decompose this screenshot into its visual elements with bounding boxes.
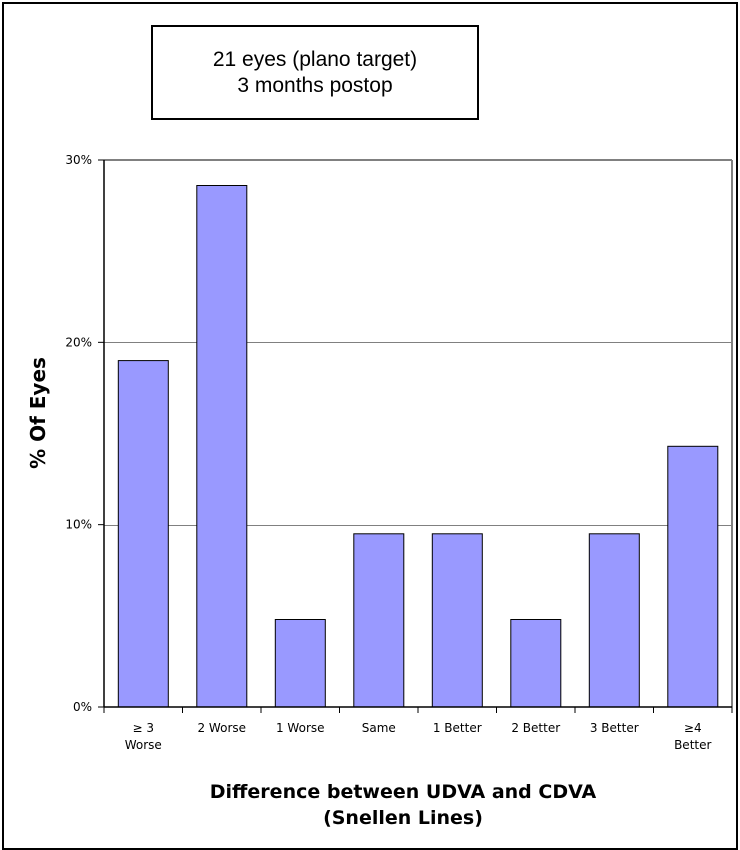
bar-4 — [431, 533, 483, 708]
bars — [117, 185, 719, 708]
x-category-label-4-line-0: 1 Better — [433, 721, 482, 735]
y-tick-label-3: 30% — [65, 153, 92, 167]
bar-2 — [274, 619, 326, 708]
x-category-label-3-line-0: Same — [362, 721, 396, 735]
y-axis-label: % Of Eyes — [26, 357, 50, 469]
bar-5 — [510, 619, 562, 708]
axes — [98, 159, 733, 713]
title-line-2: 3 months postop — [237, 73, 393, 97]
y-tick-labels: 0% 10% 20% 30% — [65, 153, 92, 714]
y-tick-label-2: 20% — [65, 335, 92, 349]
x-category-labels: ≥ 3 Worse 2 Worse 1 Worse Same 1 Better 2 Bett… — [125, 721, 712, 752]
y-tick-label-1: 10% — [65, 518, 92, 532]
x-category-label-7-line-0: ≥4 — [684, 721, 702, 735]
title-line-1: 21 eyes (plano target) — [212, 47, 418, 71]
bar-6 — [588, 533, 640, 708]
x-category-label-2-line-0: 1 Worse — [276, 721, 325, 735]
x-category-label-6-line-0: 3 Better — [590, 721, 639, 735]
bar-0 — [117, 360, 169, 708]
chart-title-box: 21 eyes (plano target) 3 months postop — [151, 25, 479, 120]
x-category-label-0-line-0: ≥ 3 — [132, 721, 154, 735]
bar-1 — [196, 185, 248, 708]
x-category-label-0-line-1: Worse — [125, 738, 162, 752]
bar-7 — [667, 445, 719, 708]
x-axis-label-line-2: (Snellen Lines) — [323, 807, 483, 829]
x-category-label-1-line-0: 2 Worse — [197, 721, 246, 735]
x-axis-label-line-1: Difference between UDVA and CDVA — [210, 781, 597, 803]
y-tick-label-0: 0% — [73, 700, 92, 714]
bar-3 — [353, 533, 405, 708]
x-category-label-7-line-1: Better — [674, 738, 711, 752]
x-category-label-5-line-0: 2 Better — [511, 721, 560, 735]
